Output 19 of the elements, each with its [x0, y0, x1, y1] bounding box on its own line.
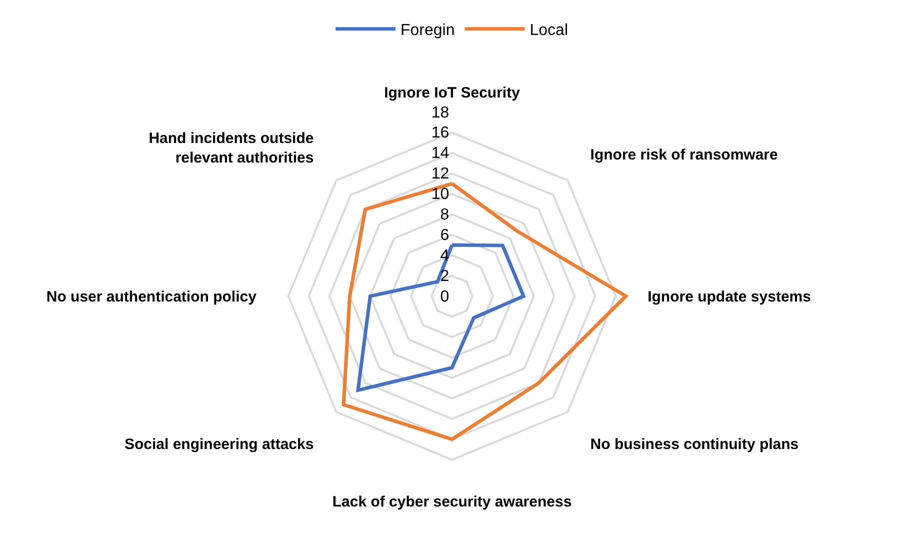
spoke-label: Ignore IoT Security [384, 84, 521, 102]
legend-label: Local [530, 22, 568, 40]
spoke-label: Lack of cyber security awareness [332, 494, 572, 511]
spoke-label: No business continuity plans [590, 436, 799, 453]
spoke-label: Social engineering attacks [124, 436, 314, 453]
y-tick-label: 16 [431, 124, 450, 142]
legend-label: Foregin [400, 22, 455, 40]
spoke-label: Ignore risk of ransomware [590, 146, 778, 164]
y-tick-label: 8 [440, 206, 450, 224]
spoke-label: Ignore update systems [648, 288, 811, 306]
y-tick-label: 0 [440, 288, 450, 306]
spoke-label: No user authentication policy [46, 288, 258, 306]
spoke-label: Hand incidents outside relevant authorities [148, 130, 314, 166]
y-tick-label: 12 [431, 166, 450, 183]
y-tick-label: 14 [431, 145, 450, 162]
y-tick-label: 6 [440, 227, 450, 244]
y-tick-label: 18 [431, 104, 450, 122]
y-tick-label: 2 [440, 268, 450, 285]
y-tick-label: 10 [431, 186, 450, 204]
